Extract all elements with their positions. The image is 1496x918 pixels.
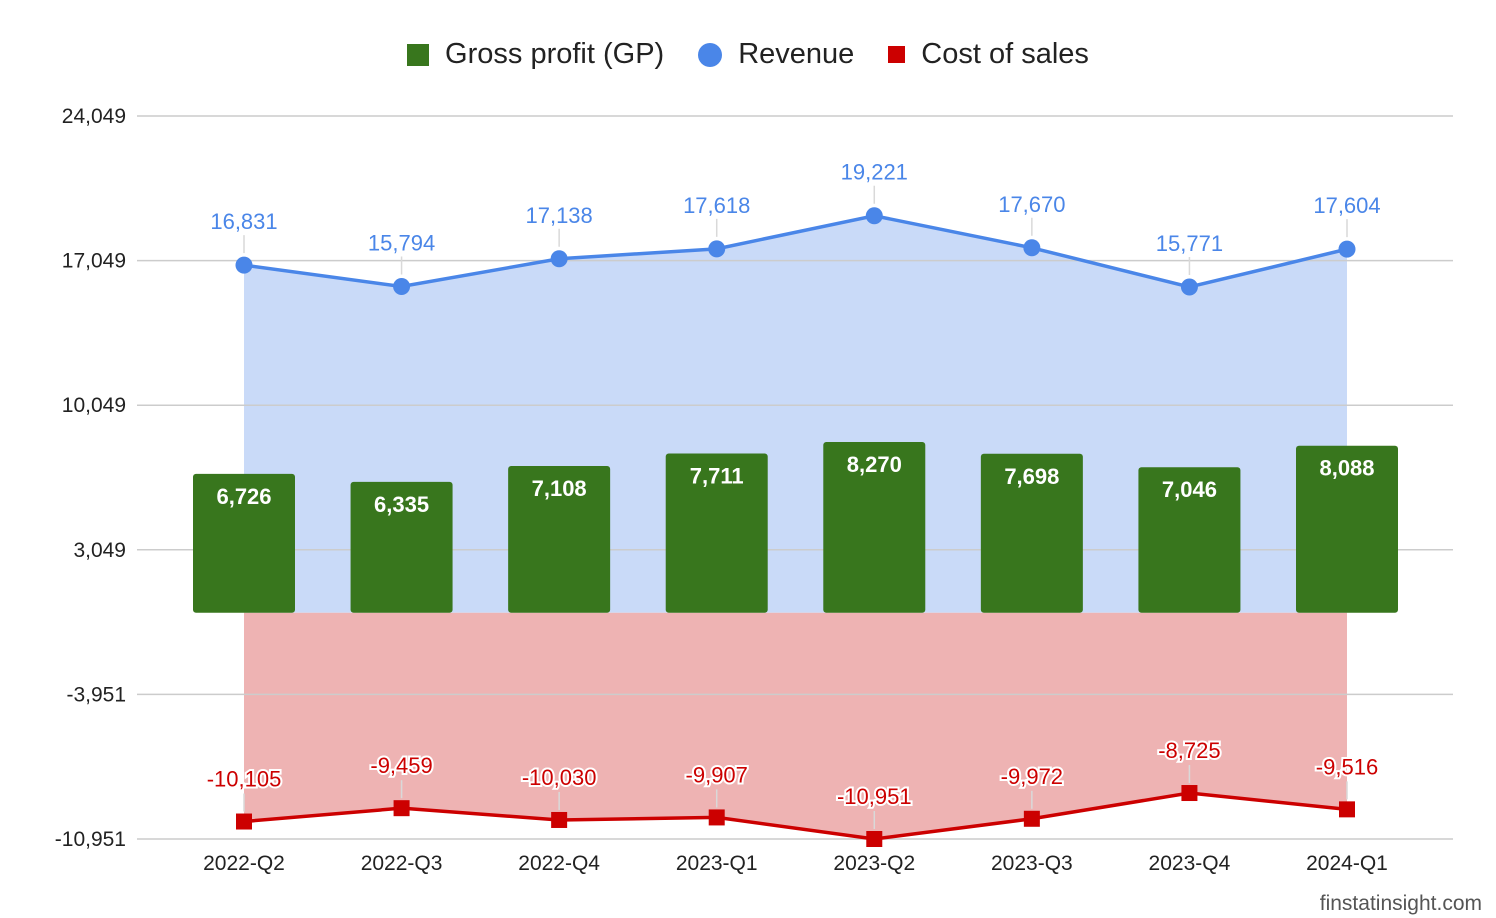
legend-label-gross-profit: Gross profit (GP) — [445, 38, 665, 70]
cost-point — [551, 811, 568, 828]
revenue-swatch — [698, 42, 723, 67]
y-tick-label: 10,049 — [62, 394, 126, 417]
x-tick-label: 2023-Q1 — [676, 852, 758, 875]
gross-profit-bar — [823, 441, 926, 613]
cost-data-label: -10,030 — [522, 765, 597, 790]
revenue-point — [235, 256, 253, 274]
y-tick-label: -10,951 — [55, 828, 126, 851]
revenue-data-label: 17,604 — [1313, 193, 1380, 218]
cost-data-label: -9,459 — [370, 753, 432, 778]
cost-point — [708, 809, 725, 826]
cost-point — [236, 813, 252, 830]
cost-data-label: -9,972 — [1001, 764, 1063, 789]
cost-point — [866, 831, 883, 847]
gross-profit-bar — [1296, 445, 1398, 613]
legend-item-revenue[interactable]: Revenue — [698, 38, 854, 71]
cost-data-label: -9,907 — [686, 762, 748, 787]
gross-profit-data-label: 7,108 — [532, 476, 587, 501]
revenue-line — [243, 213, 1348, 289]
revenue-point — [393, 278, 411, 296]
revenue-data-label: 15,771 — [1156, 231, 1223, 256]
revenue-point — [708, 240, 726, 258]
gross-profit-bar — [1138, 467, 1241, 613]
legend-item-gross-profit[interactable]: Gross profit (GP) — [407, 38, 664, 71]
revenue-point — [1180, 278, 1198, 296]
gross-profit-data-label: 7,711 — [690, 463, 744, 488]
cost-point — [393, 800, 410, 817]
gross-profit-data-label: 8,270 — [847, 452, 902, 477]
revenue-point — [865, 207, 883, 225]
legend-label-cost: Cost of sales — [921, 38, 1089, 70]
gross-profit-bar — [193, 473, 295, 613]
y-tick-label: 24,049 — [62, 105, 126, 128]
legend-item-cost-of-sales[interactable]: Cost of sales — [888, 38, 1089, 71]
y-tick-label: 17,049 — [62, 250, 126, 273]
x-tick-label: 2023-Q4 — [1149, 852, 1231, 875]
gross-profit-data-label: 7,046 — [1162, 477, 1217, 502]
cost-data-label: -8,725 — [1158, 738, 1220, 763]
gross-profit-data-label: 7,698 — [1004, 464, 1059, 489]
cost-point — [1339, 801, 1355, 818]
revenue-data-label: 15,794 — [368, 231, 435, 256]
gross-profit-bar — [980, 453, 1083, 613]
revenue-data-label: 17,670 — [998, 192, 1065, 217]
gross-profit-bar — [665, 453, 768, 613]
x-tick-label: 2022-Q3 — [361, 852, 443, 875]
gross-profit-data-label: 8,088 — [1319, 456, 1374, 481]
watermark: finstatinsight.com — [1319, 892, 1482, 915]
revenue-point — [550, 250, 568, 268]
y-tick-label: 3,049 — [73, 539, 126, 562]
gross-profit-data-label: 6,726 — [216, 484, 271, 509]
gross-profit-swatch — [407, 43, 430, 66]
cost-point — [1181, 785, 1198, 802]
revenue-data-label: 19,221 — [841, 160, 908, 185]
gross-profit-data-label: 6,335 — [374, 492, 429, 517]
revenue-data-label: 16,831 — [210, 209, 277, 234]
cost-data-label: -10,105 — [207, 767, 282, 792]
revenue-data-label: 17,618 — [683, 193, 750, 218]
gross-profit-bar — [350, 481, 453, 613]
cost-area — [244, 612, 1347, 839]
cost-line — [243, 791, 1348, 841]
cost-data-label: -10,951 — [837, 784, 912, 809]
cost-data-label: -9,516 — [1316, 754, 1378, 779]
x-tick-label: 2022-Q4 — [518, 852, 600, 875]
revenue-data-label: 17,138 — [525, 203, 592, 228]
x-tick-label: 2022-Q2 — [203, 852, 285, 875]
cost-swatch — [888, 46, 906, 63]
revenue-point — [1338, 240, 1356, 258]
y-tick-label: -3,951 — [66, 683, 126, 706]
gross-profit-bar — [508, 465, 611, 613]
x-tick-label: 2023-Q3 — [991, 852, 1073, 875]
legend-label-revenue: Revenue — [738, 38, 855, 70]
cost-point — [1023, 810, 1040, 827]
x-tick-label: 2024-Q1 — [1306, 852, 1388, 875]
revenue-point — [1023, 239, 1041, 257]
legend: Gross profit (GP) Revenue Cost of sales — [0, 38, 1496, 71]
x-tick-label: 2023-Q2 — [833, 852, 915, 875]
